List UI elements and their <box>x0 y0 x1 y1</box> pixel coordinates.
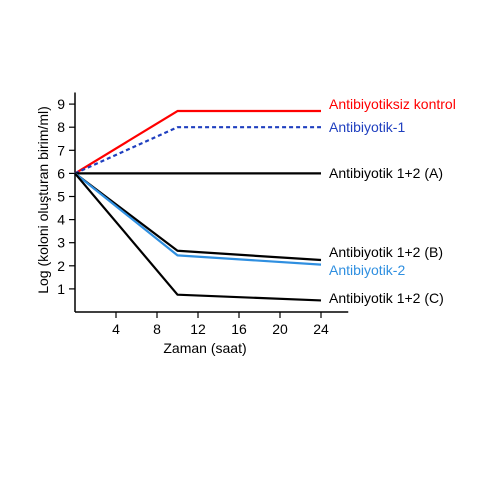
y-axis-title: Log (koloni oluşturan birim/ml) <box>35 106 51 294</box>
series-label-6: Antibiyotik 1+2 (C) <box>329 290 444 306</box>
series-label-2: Antibiyotik-1 <box>329 119 405 135</box>
series-line-2 <box>74 126 321 175</box>
series-line-1 <box>74 109 321 175</box>
y-tick-label: 3 <box>57 235 65 251</box>
y-tick-label: 8 <box>57 119 65 135</box>
x-tick-label: 12 <box>190 321 206 337</box>
series-line-5 <box>74 172 322 266</box>
series-label-4: Antibiyotik 1+2 (B) <box>329 244 443 260</box>
series-label-1: Antibiyotiksiz kontrol <box>329 96 456 112</box>
series-lines <box>74 109 322 302</box>
x-tick-label: 8 <box>153 321 161 337</box>
axes <box>74 92 349 313</box>
legend-labels: Antibiyotiksiz kontrol Antibiyotik-1 Antib… <box>329 96 456 306</box>
x-tick-label: 4 <box>112 321 120 337</box>
series-line-6 <box>74 172 322 302</box>
series-line-4 <box>74 172 322 262</box>
x-tick-label: 20 <box>272 321 288 337</box>
y-tick-label: 4 <box>57 212 65 228</box>
y-tick-label: 5 <box>57 189 65 205</box>
y-tick-label: 2 <box>57 258 65 274</box>
y-tick-label: 6 <box>57 165 65 181</box>
series-label-5: Antibiyotik-2 <box>329 262 405 278</box>
series-label-3: Antibiyotik 1+2 (A) <box>329 165 443 181</box>
x-tick-label: 24 <box>313 321 329 337</box>
x-axis-title: Zaman (saat) <box>163 340 246 356</box>
y-tick-label: 1 <box>57 281 65 297</box>
y-tick-label: 7 <box>57 142 65 158</box>
y-tick-label: 9 <box>57 96 65 112</box>
x-tick-label: 16 <box>231 321 247 337</box>
